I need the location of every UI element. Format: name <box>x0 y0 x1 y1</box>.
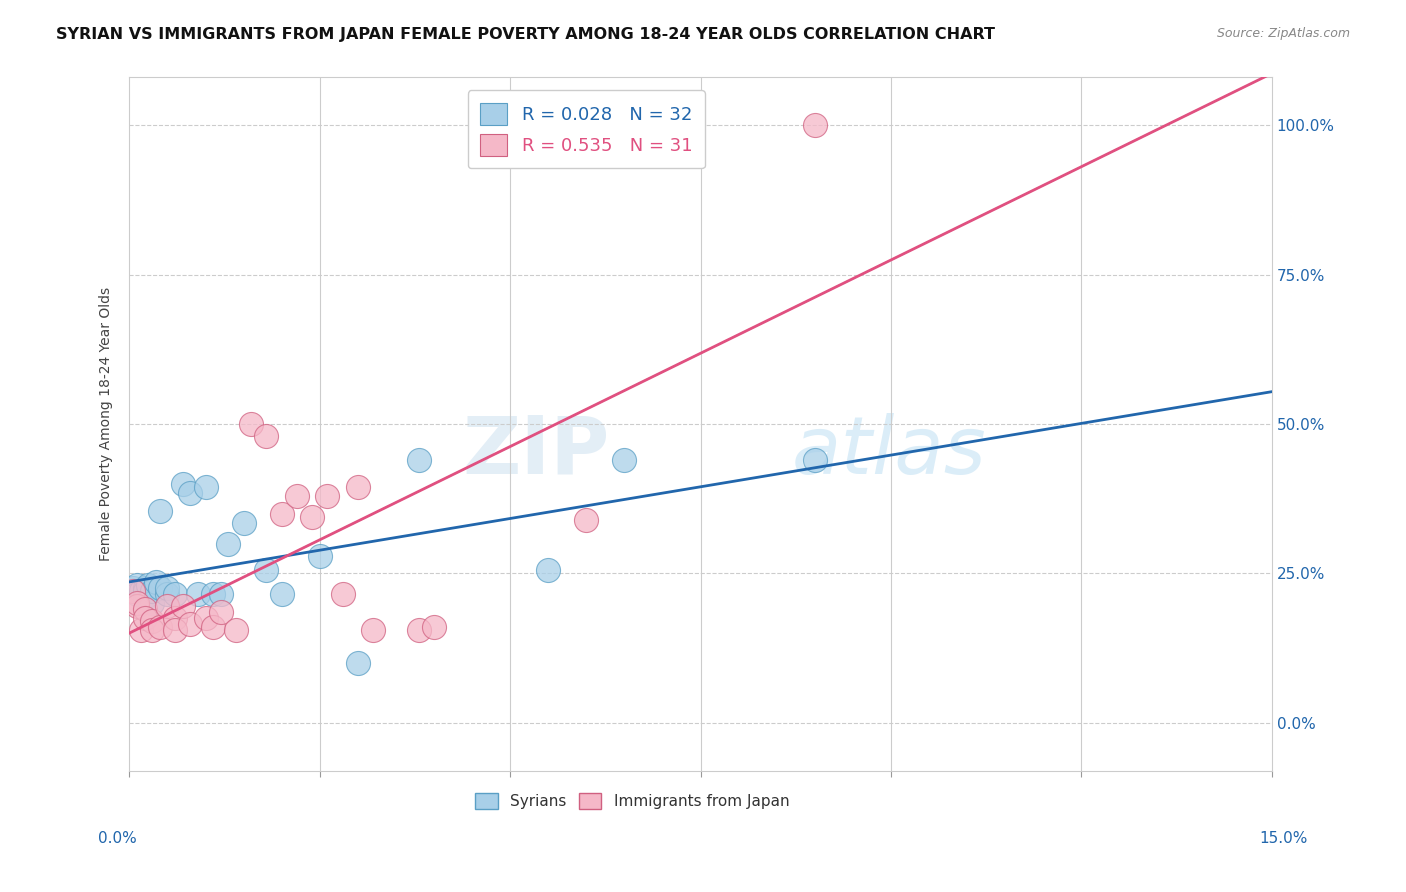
Point <box>179 617 201 632</box>
Text: atlas: atlas <box>792 413 987 491</box>
Point <box>347 480 370 494</box>
Point <box>141 624 163 638</box>
Point <box>149 504 172 518</box>
Point <box>217 536 239 550</box>
Point <box>408 453 430 467</box>
Point <box>163 624 186 638</box>
Point <box>141 596 163 610</box>
Point <box>804 118 827 132</box>
Point <box>308 549 330 563</box>
Point <box>423 620 446 634</box>
Point <box>202 620 225 634</box>
Point <box>194 480 217 494</box>
Point <box>270 587 292 601</box>
Point <box>134 611 156 625</box>
Point <box>156 582 179 596</box>
Point <box>256 564 278 578</box>
Legend: Syrians, Immigrants from Japan: Syrians, Immigrants from Japan <box>468 787 796 815</box>
Y-axis label: Female Poverty Among 18-24 Year Olds: Female Poverty Among 18-24 Year Olds <box>100 287 114 561</box>
Point <box>149 582 172 596</box>
Point <box>125 599 148 614</box>
Point <box>122 582 145 596</box>
Point <box>141 584 163 599</box>
Point <box>141 615 163 629</box>
Point <box>316 489 339 503</box>
Point <box>125 596 148 610</box>
Point <box>209 605 232 619</box>
Point <box>232 516 254 530</box>
Point <box>187 587 209 601</box>
Text: 15.0%: 15.0% <box>1260 831 1308 846</box>
Point <box>122 584 145 599</box>
Text: Source: ZipAtlas.com: Source: ZipAtlas.com <box>1216 27 1350 40</box>
Point <box>804 453 827 467</box>
Point <box>138 578 160 592</box>
Text: ZIP: ZIP <box>463 413 609 491</box>
Point <box>145 575 167 590</box>
Point <box>575 513 598 527</box>
Point <box>270 507 292 521</box>
Point <box>240 417 263 431</box>
Point <box>347 656 370 670</box>
Point <box>172 599 194 614</box>
Point <box>361 624 384 638</box>
Point <box>225 624 247 638</box>
Point <box>172 476 194 491</box>
Point <box>163 611 186 625</box>
Point <box>256 429 278 443</box>
Point <box>179 485 201 500</box>
Point <box>134 602 156 616</box>
Point <box>285 489 308 503</box>
Point <box>129 624 152 638</box>
Point <box>194 611 217 625</box>
Point <box>301 509 323 524</box>
Point <box>134 582 156 596</box>
Point <box>129 584 152 599</box>
Point <box>156 587 179 601</box>
Point <box>332 587 354 601</box>
Point <box>163 587 186 601</box>
Point <box>537 564 560 578</box>
Point <box>408 624 430 638</box>
Point <box>125 587 148 601</box>
Text: 0.0%: 0.0% <box>98 831 138 846</box>
Point <box>209 587 232 601</box>
Point <box>134 584 156 599</box>
Point <box>202 587 225 601</box>
Point <box>613 453 636 467</box>
Point <box>134 591 156 605</box>
Point <box>149 620 172 634</box>
Text: SYRIAN VS IMMIGRANTS FROM JAPAN FEMALE POVERTY AMONG 18-24 YEAR OLDS CORRELATION: SYRIAN VS IMMIGRANTS FROM JAPAN FEMALE P… <box>56 27 995 42</box>
Point <box>156 599 179 614</box>
Point <box>125 578 148 592</box>
